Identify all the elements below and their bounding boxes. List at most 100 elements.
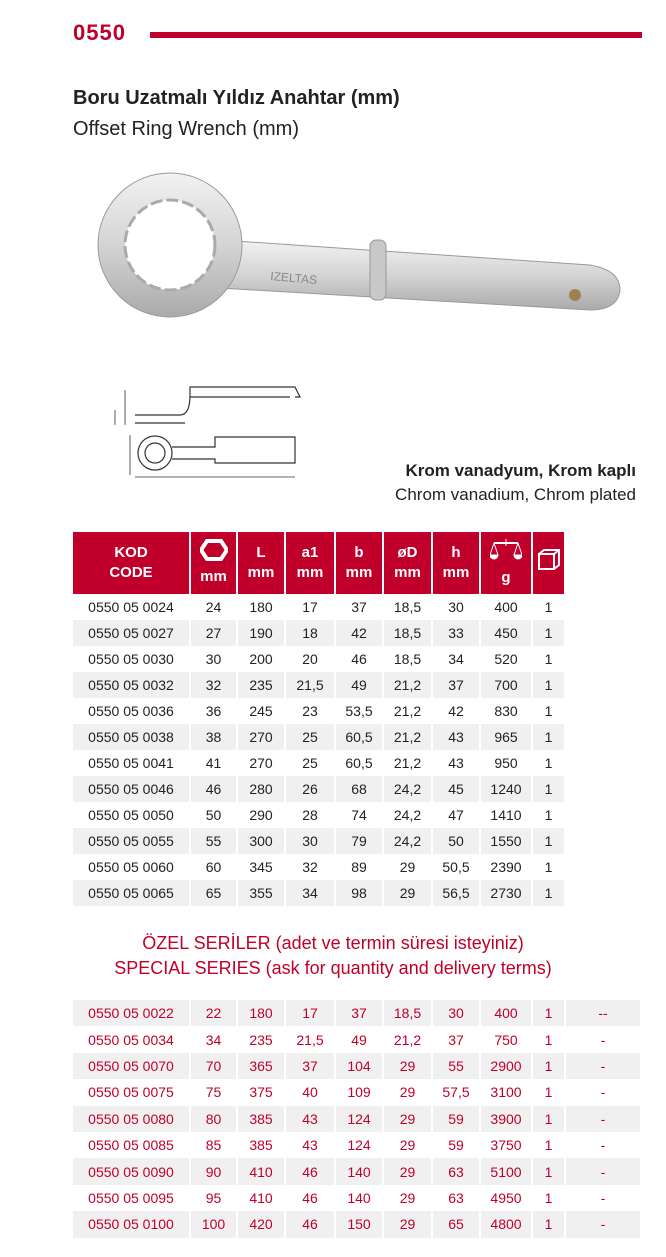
table-cell: 42 [432, 698, 481, 724]
table-cell: 385 [237, 1105, 286, 1132]
table-cell: 18 [285, 620, 336, 646]
table-cell: 830 [480, 698, 533, 724]
hexagon-icon [198, 539, 229, 561]
table-cell: 0550 05 0032 [73, 672, 191, 698]
table-cell: 50 [432, 828, 481, 854]
table-cell: 53,5 [335, 698, 384, 724]
table-row: 0550 05 0055 55 300 30 79 24,2 50 1550 1 [73, 828, 566, 854]
table-cell: 38 [190, 724, 238, 750]
table-cell: 21,2 [383, 750, 433, 776]
table-cell: 0550 05 0027 [73, 620, 191, 646]
table-cell: 0550 05 0024 [73, 594, 191, 620]
table-cell: 37 [432, 672, 481, 698]
table-cell: 950 [480, 750, 533, 776]
table-cell: 1 [532, 1184, 566, 1212]
table-cell: - [565, 1026, 642, 1053]
table-cell: 43 [285, 1131, 336, 1159]
table-cell: 43 [432, 750, 481, 776]
table-cell: 290 [237, 802, 286, 828]
table-cell: 57,5 [432, 1079, 481, 1106]
table-cell: 80 [190, 1105, 238, 1132]
table-cell: 3900 [480, 1105, 533, 1132]
title-en: Offset Ring Wrench (mm) [73, 118, 299, 140]
table-cell: 30 [285, 828, 336, 854]
table-row: 0550 05 0027 27 190 18 42 18,5 33 450 1 [73, 620, 566, 646]
table-cell: 41 [190, 750, 238, 776]
table-cell: 60,5 [335, 750, 384, 776]
table-cell: 29 [383, 1184, 433, 1212]
header-qty [532, 532, 566, 594]
table-cell: 17 [285, 594, 336, 620]
table-cell: 1 [532, 1052, 566, 1080]
table-cell: 43 [432, 724, 481, 750]
table-cell: - [565, 1079, 642, 1106]
special-row: 0550 05 0070 70 365 37 104 29 55 2900 1- [73, 1052, 642, 1080]
table-cell: 1 [532, 1211, 566, 1238]
table-cell: 29 [383, 1052, 433, 1080]
table-cell: 32 [190, 672, 238, 698]
header-D: øD mm [383, 532, 433, 594]
table-row: 0550 05 0060 60 345 32 89 29 50,5 2390 1 [73, 854, 566, 880]
special-series-table: 0550 05 0022 22 180 17 37 18,5 30 400 1 -- 0550 05… [73, 1000, 642, 1238]
table-cell: 70 [190, 1052, 238, 1080]
product-code: 0550 [73, 20, 126, 45]
special-row: 0550 05 0075 75 375 40 109 29 57,5 3100 1- [73, 1079, 642, 1106]
table-cell: 0550 05 0080 [73, 1105, 191, 1132]
table-cell: 4950 [480, 1184, 533, 1212]
table-cell: 27 [190, 620, 238, 646]
table-cell: 150 [335, 1211, 384, 1238]
table-cell: 1550 [480, 828, 533, 854]
header-code: KOD CODE [73, 532, 191, 594]
table-cell: 22 [190, 1000, 238, 1027]
table-cell: 46 [190, 776, 238, 802]
table-cell: 410 [237, 1184, 286, 1212]
table-cell: 1 [532, 594, 566, 620]
table-cell: 180 [237, 1000, 286, 1027]
table-cell: 29 [383, 1131, 433, 1159]
table-cell: 1 [532, 698, 566, 724]
table-cell: 0550 05 0038 [73, 724, 191, 750]
table-cell: 200 [237, 646, 286, 672]
table-cell: 270 [237, 750, 286, 776]
table-cell: 0550 05 0022 [73, 1000, 191, 1027]
table-cell: 0550 05 0041 [73, 750, 191, 776]
table-cell: 0550 05 0046 [73, 776, 191, 802]
table-cell: 55 [190, 828, 238, 854]
table-cell: 385 [237, 1131, 286, 1159]
table-cell: 965 [480, 724, 533, 750]
table-cell: 25 [285, 750, 336, 776]
table-cell: 1 [532, 1131, 566, 1159]
table-cell: 1 [532, 1026, 566, 1053]
table-cell: 4800 [480, 1211, 533, 1238]
table-cell: 520 [480, 646, 533, 672]
table-cell: 3750 [480, 1131, 533, 1159]
table-cell: 24 [190, 594, 238, 620]
table-cell: 0550 05 0055 [73, 828, 191, 854]
table-cell: 46 [285, 1184, 336, 1212]
table-cell: 29 [383, 880, 433, 906]
table-cell: 46 [285, 1211, 336, 1238]
table-cell: 1 [532, 1079, 566, 1106]
table-cell: - [565, 1211, 642, 1238]
table-cell: 55 [432, 1052, 481, 1080]
table-row: 0550 05 0032 32 235 21,5 49 21,2 37 700 1 [73, 672, 566, 698]
table-cell: 79 [335, 828, 384, 854]
table-cell: 245 [237, 698, 286, 724]
table-cell: 1 [532, 750, 566, 776]
table-cell: - [565, 1184, 642, 1212]
table-cell: 345 [237, 854, 286, 880]
table-row: 0550 05 0038 38 270 25 60,5 21,2 43 965 1 [73, 724, 566, 750]
table-cell: 59 [432, 1131, 481, 1159]
table-cell: 50 [190, 802, 238, 828]
special-row: 0550 05 0085 85 385 43 124 29 59 3750 1- [73, 1131, 642, 1159]
table-cell: 0550 05 0075 [73, 1079, 191, 1106]
table-cell: 49 [335, 672, 384, 698]
table-cell: 280 [237, 776, 286, 802]
technical-drawing [114, 386, 301, 478]
table-cell: 34 [285, 880, 336, 906]
table-cell: 1 [532, 776, 566, 802]
box-icon [537, 549, 560, 570]
table-cell: 26 [285, 776, 336, 802]
